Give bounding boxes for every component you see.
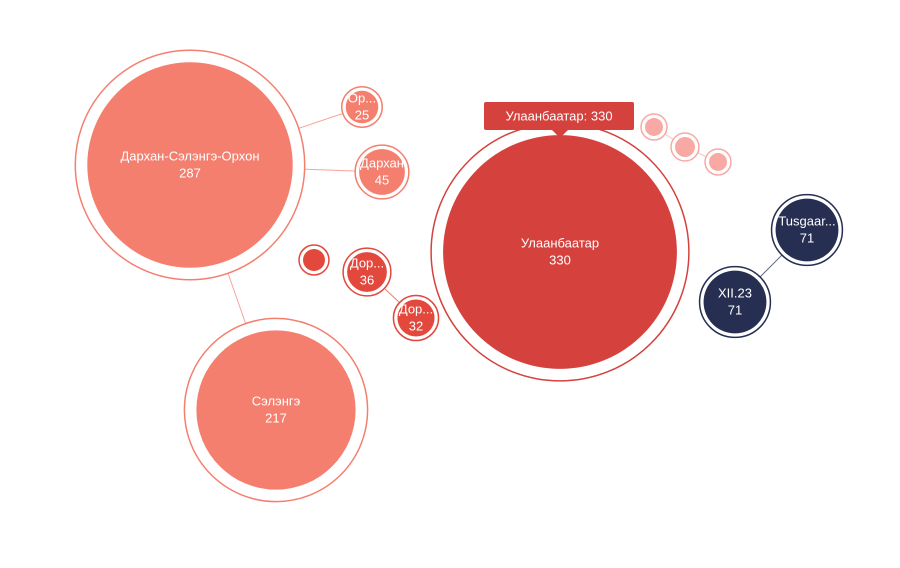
bubble — [443, 135, 677, 369]
bubble-value: 217 — [265, 410, 287, 425]
bubble — [775, 198, 839, 262]
bubble-label: Дор... — [399, 301, 433, 316]
bubble-value: 71 — [728, 302, 742, 317]
nodes: Дархан-Сэлэнгэ-Орхон 287 Ор... 25 Дархан 45 Сэ… — [74, 49, 844, 503]
bubble-value: 330 — [549, 252, 571, 267]
bubble-label: Ор... — [348, 90, 376, 105]
bubble-label: Tusgaar... — [778, 213, 835, 228]
bubble-value: 36 — [360, 272, 374, 287]
bubble-label: Дархан-Сэлэнгэ-Орхон — [120, 148, 259, 163]
bubble-value: 32 — [409, 318, 423, 333]
tooltip-text: Улаанбаатар: 330 — [505, 108, 612, 123]
bubble — [87, 62, 293, 268]
bubble — [709, 153, 727, 171]
bubble-label: Сэлэнгэ — [252, 393, 301, 408]
bubble — [347, 252, 387, 292]
bubble-value: 287 — [179, 165, 201, 180]
bubble-label: Улаанбаатар — [521, 235, 599, 250]
bubble-value: 25 — [355, 107, 369, 122]
bubble-value: 45 — [375, 172, 389, 187]
bubble-value: 71 — [800, 230, 814, 245]
bubble-label: Дархан — [360, 155, 404, 170]
bubble — [397, 299, 435, 337]
bubble — [359, 149, 405, 195]
tooltip: Улаанбаатар: 330 — [484, 102, 634, 138]
bubble-label: XII.23 — [718, 285, 752, 300]
bubble-label: Дор... — [350, 255, 384, 270]
bubble — [345, 90, 379, 124]
bubble — [703, 270, 767, 334]
bubble — [645, 118, 663, 136]
tooltip-arrow — [552, 130, 568, 138]
bubble — [303, 249, 325, 271]
bubble — [196, 330, 356, 490]
bubble — [675, 137, 695, 157]
tooltip-box — [484, 102, 634, 130]
